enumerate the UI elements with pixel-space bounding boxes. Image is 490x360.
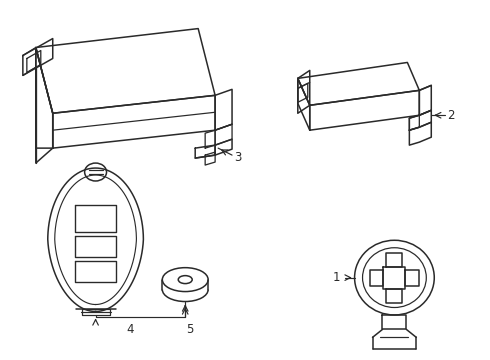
Text: 4: 4: [127, 323, 134, 336]
Text: 2: 2: [447, 109, 455, 122]
Text: 3: 3: [234, 150, 242, 163]
Text: 1: 1: [333, 271, 341, 284]
Text: 5: 5: [187, 323, 194, 336]
